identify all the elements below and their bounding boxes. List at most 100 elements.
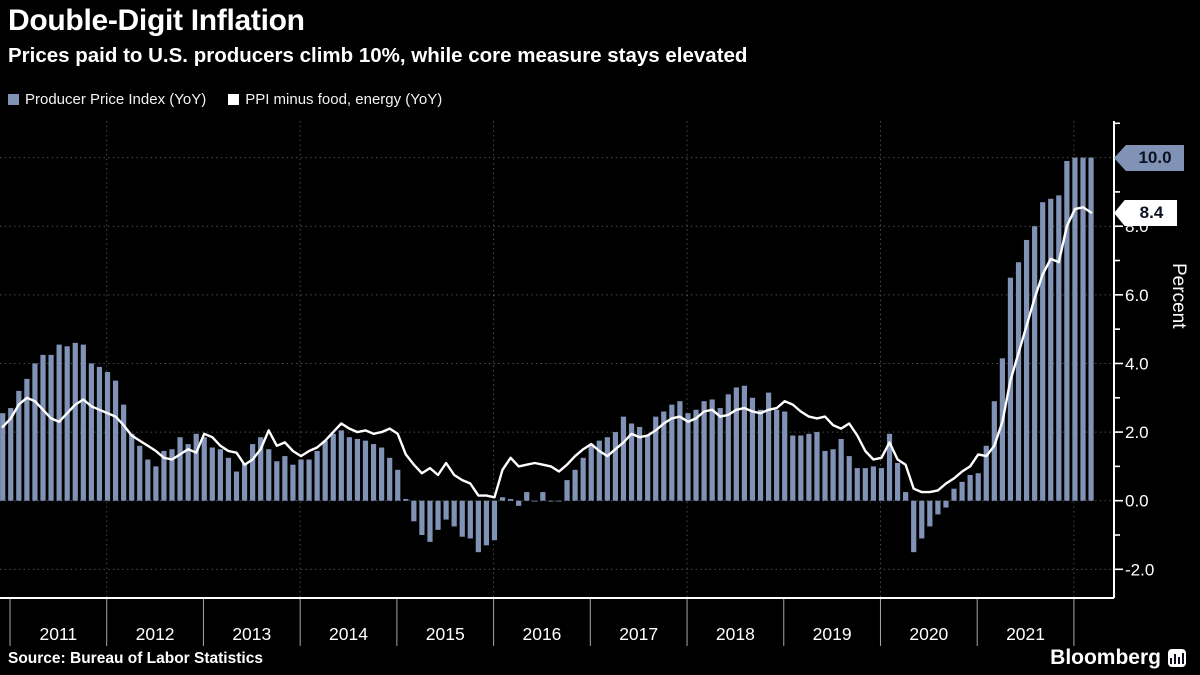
ppi-bar (145, 459, 151, 501)
ppi-bar (999, 358, 1005, 501)
ppi-bar (459, 500, 465, 537)
x-axis-year-label: 2021 (1006, 624, 1045, 644)
source-note: Source: Bureau of Labor Statistics (8, 650, 263, 667)
ppi-bar (129, 433, 135, 501)
x-axis-year-label: 2014 (329, 624, 368, 644)
ppi-bar (1072, 157, 1078, 501)
ppi-bar (1080, 157, 1086, 501)
ppi-bar (1040, 202, 1046, 501)
ppi-bar (201, 437, 207, 501)
ppi-bar (508, 498, 514, 501)
ppi-bar (717, 408, 723, 501)
ppi-bar (927, 500, 933, 527)
ppi-bar (322, 440, 328, 501)
bloomberg-wordmark: Bloomberg (1050, 646, 1161, 669)
ppi-bar (80, 344, 86, 501)
page-title: Double-Digit Inflation (8, 4, 305, 37)
ppi-bar (40, 354, 46, 501)
ppi-bar (596, 440, 602, 501)
ppi-bar (258, 437, 264, 501)
ppi-bar (620, 416, 627, 501)
ppi-bar (830, 449, 836, 501)
ppi-bar (338, 430, 344, 501)
x-axis-year-label: 2020 (909, 624, 948, 644)
bar-series-swatch-icon (8, 94, 19, 105)
ppi-bar (314, 450, 320, 501)
ppi-bar (886, 433, 893, 501)
y-axis-tick-label: 6.0 (1125, 286, 1149, 305)
ppi-bar (862, 468, 868, 501)
ppi-bar (814, 432, 820, 501)
ppi-bar (435, 500, 441, 530)
ppi-bar (112, 380, 119, 501)
ppi-bar (379, 447, 385, 501)
ppi-bar (701, 401, 707, 501)
y-axis-title: Percent (1168, 263, 1189, 329)
ppi-bar (362, 440, 369, 501)
ppi-bar (935, 500, 941, 515)
ppi-bar (1048, 198, 1054, 501)
x-axis-year-label: 2019 (813, 624, 852, 644)
ppi-bar (1056, 195, 1062, 501)
ppi-bar (1064, 161, 1070, 501)
ppi-bar (741, 385, 747, 501)
ppi-bar (250, 444, 256, 501)
ppi-bar (274, 461, 280, 501)
bar-last-value-badge: 10.0 (1114, 145, 1184, 171)
ppi-bar (395, 469, 401, 501)
ppi-bar (217, 449, 223, 501)
ppi-bar (306, 459, 312, 501)
ppi-bar (967, 474, 973, 501)
ppi-bar (919, 500, 925, 539)
ppi-bar (572, 469, 578, 501)
ppi-bar (104, 372, 111, 501)
ppi-bar (588, 445, 594, 501)
ppi-bar (661, 411, 667, 501)
ppi-bar (685, 413, 691, 501)
y-axis-tick-label: 2.0 (1125, 423, 1149, 442)
ppi-bar (774, 409, 780, 501)
ppi-bar (838, 438, 844, 501)
ppi-bar (282, 456, 288, 501)
ppi-bar (403, 498, 409, 501)
ppi-bar (822, 450, 828, 501)
ppi-bar (870, 466, 876, 501)
ppi-bar (959, 481, 965, 501)
ppi-bar (1023, 239, 1030, 501)
ppi-bar (846, 456, 852, 501)
ppi-bar (467, 500, 473, 539)
line-series-swatch-icon (228, 94, 240, 105)
ppi-bar (653, 416, 659, 501)
page-subtitle: Prices paid to U.S. producers climb 10%,… (8, 44, 748, 67)
ppi-bar (757, 409, 764, 501)
ppi-bar (193, 433, 199, 501)
ppi-bar (556, 500, 562, 502)
ppi-bar (540, 492, 546, 501)
x-axis-year-label: 2015 (426, 624, 465, 644)
ppi-bar (903, 492, 909, 501)
ppi-bar (765, 392, 772, 501)
ppi-bar (233, 471, 240, 501)
ppi-bar (790, 435, 796, 501)
ppi-bar (1088, 157, 1094, 501)
bloomberg-chart-icon (1168, 649, 1186, 667)
ppi-bar (32, 363, 38, 501)
ppi-bar (798, 435, 804, 501)
ppi-bar (161, 450, 167, 501)
legend-label: PPI minus food, energy (YoY) (245, 91, 443, 108)
ppi-bar (225, 457, 232, 501)
ppi-bar (0, 413, 6, 501)
ppi-bar (483, 500, 490, 546)
ppi-bar (443, 500, 449, 520)
ppi-bar (48, 354, 54, 501)
y-axis-tick-label: 4.0 (1125, 354, 1149, 373)
ppi-bar (524, 492, 530, 501)
ppi-bar (346, 437, 352, 501)
ppi-bar (975, 473, 981, 501)
ppi-bar (475, 500, 481, 553)
ppi-bar (911, 500, 917, 553)
ppi-bar (1015, 262, 1022, 501)
ppi-bar (951, 488, 957, 501)
